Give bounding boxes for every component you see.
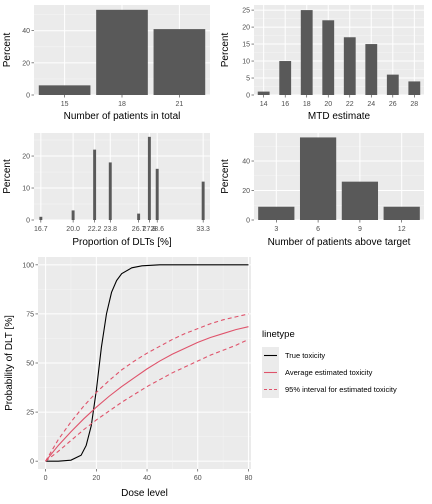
y-tick-label: 20 [22, 60, 30, 67]
y-tick-label: 0 [246, 218, 250, 225]
x-tick-label: 14 [260, 101, 268, 108]
bar [153, 29, 206, 95]
bar [93, 149, 97, 220]
y-axis-label: Percent [2, 159, 13, 194]
bar [39, 216, 43, 220]
x-tick-label: 15 [61, 101, 69, 108]
bar [299, 137, 337, 220]
x-tick-label: 26.7 [132, 226, 146, 233]
series-line [45, 338, 249, 462]
bar [279, 61, 292, 95]
y-tick-label: 25 [242, 8, 250, 15]
x-tick-label: 0 [44, 475, 48, 482]
y-tick-label: 50 [26, 361, 34, 368]
x-tick-label: 18 [118, 101, 126, 108]
legend-label: Average estimated toxicity [285, 368, 373, 377]
x-tick-label: 80 [245, 475, 253, 482]
x-tick-label: 20 [92, 475, 100, 482]
y-tick-label: 10 [22, 186, 30, 193]
y-tick-label: 40 [242, 159, 250, 166]
x-tick-label: 28 [410, 101, 418, 108]
bar [96, 9, 148, 96]
x-tick-label: 21 [175, 101, 183, 108]
y-tick-label: 40 [22, 28, 30, 35]
chart-patients-above-target: 0 20 40 3 6 9 12 Number of patients above targe… [220, 133, 424, 248]
bar [155, 168, 159, 220]
x-axis-label: Number of patients above target [268, 237, 411, 248]
x-tick-label: 22.2 [88, 226, 102, 233]
x-tick-label: 16 [281, 101, 289, 108]
bar [383, 206, 420, 220]
plot-panel [34, 133, 210, 220]
bar [71, 210, 75, 220]
bar [341, 181, 379, 220]
y-tick-label: 0 [246, 93, 250, 100]
x-tick-label: 20.0 [66, 226, 80, 233]
x-axis-label: MTD estimate [308, 111, 371, 122]
bar [147, 136, 151, 220]
y-axis-label: Percent [220, 159, 231, 194]
y-tick-label: 15 [242, 42, 250, 49]
bar [257, 91, 270, 95]
legend-label: True toxicity [285, 351, 325, 360]
bar [343, 37, 356, 95]
y-tick-label: 0 [30, 459, 34, 466]
x-tick-label: 6 [316, 226, 320, 233]
series-line [45, 326, 249, 462]
chart-patients-total: 0 20 40 15 18 21 Number of patients in total Pe… [2, 5, 210, 122]
y-tick-label: 20 [242, 188, 250, 195]
y-tick-label: 20 [22, 154, 30, 161]
y-tick-label: 10 [242, 59, 250, 66]
bar [201, 181, 205, 220]
bar [386, 74, 399, 95]
x-axis-label: Number of patients in total [64, 111, 181, 122]
x-tick-label: 40 [143, 475, 151, 482]
y-tick-label: 20 [242, 25, 250, 32]
legend-title: linetype [262, 329, 295, 340]
bar [322, 20, 335, 95]
x-tick-label: 28.6 [150, 226, 164, 233]
x-tick-label: 12 [398, 226, 406, 233]
x-tick-label: 33.3 [196, 226, 210, 233]
x-tick-label: 9 [358, 226, 362, 233]
y-tick-label: 0 [26, 93, 30, 100]
x-tick-label: 20 [324, 101, 332, 108]
x-axis-label: Proportion of DLTs [%] [72, 237, 172, 248]
x-tick-label: 26 [389, 101, 397, 108]
y-axis-label: Percent [220, 33, 231, 68]
bar [137, 213, 141, 220]
bar [365, 44, 378, 95]
bar [300, 10, 313, 96]
y-axis-label: Percent [2, 33, 13, 68]
chart-proportion-dlts: 0 10 20 16.7 20.0 22.2 23.8 26.727.828.6 33.3 Pro… [2, 133, 210, 248]
y-tick-label: 25 [26, 410, 34, 417]
x-tick-label: 60 [194, 475, 202, 482]
x-tick-label: 16.7 [34, 226, 48, 233]
x-tick-label: 23.8 [103, 226, 117, 233]
y-axis-label: Probability of DLT [%] [4, 315, 15, 411]
bar [38, 85, 91, 95]
legend-label: 95% interval for estimated toxicity [285, 385, 397, 394]
x-axis-label: Dose level [121, 488, 168, 499]
y-tick-label: 100 [22, 262, 34, 269]
y-tick-label: 75 [26, 311, 34, 318]
x-tick-label: 27.8 [143, 226, 157, 233]
x-tick-label: 18 [303, 101, 311, 108]
series-line [45, 313, 249, 462]
bar [108, 162, 112, 220]
x-tick-label: 24 [367, 101, 375, 108]
series-line [45, 264, 249, 462]
y-tick-label: 0 [26, 218, 30, 225]
bar [408, 81, 421, 95]
chart-dose-toxicity: 0 25 50 75 100 0 20 40 60 80 Dose level Probability… [4, 257, 397, 499]
y-tick-label: 5 [246, 76, 250, 83]
x-tick-label: 3 [274, 226, 278, 233]
bar [258, 206, 295, 220]
x-tick-label: 22 [346, 101, 354, 108]
chart-mtd-estimate: 0 5 10 15 20 25 14 16 18 20 22 24 26 28 MTD estimate Pe… [220, 5, 424, 122]
